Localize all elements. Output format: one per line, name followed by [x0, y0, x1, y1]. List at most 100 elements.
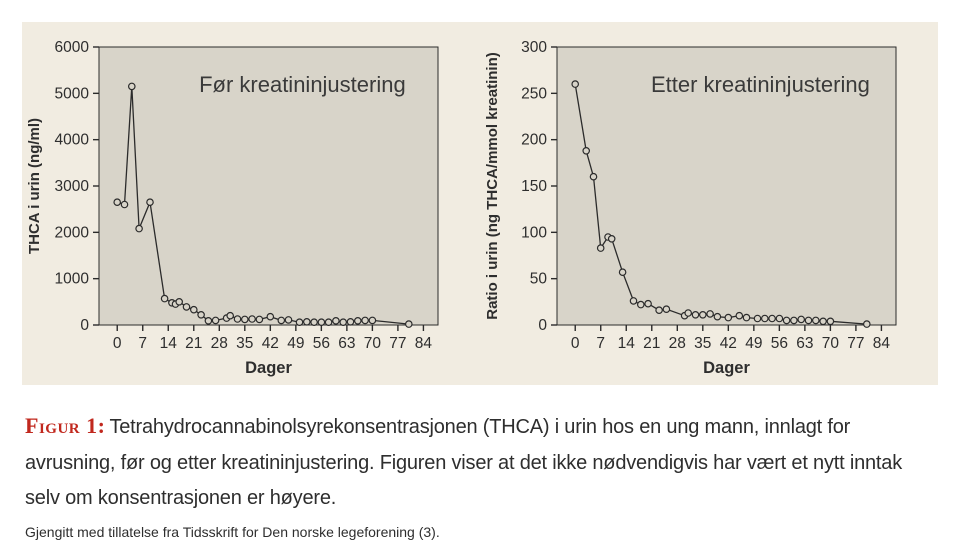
y-tick-label: 6000 — [55, 39, 90, 56]
charts-row: 0 1000 2000 3000 4000 5000 6000 0 7 14 21 28 35 42 49 5… — [22, 22, 938, 385]
x-tick-label: 49 — [745, 335, 762, 352]
data-point — [644, 299, 652, 308]
series-markers — [113, 82, 413, 328]
data-point — [317, 318, 326, 327]
data-point — [804, 316, 813, 325]
data-point — [146, 198, 154, 207]
data-point — [724, 313, 733, 322]
data-point — [629, 297, 638, 305]
data-point — [582, 147, 591, 155]
data-point — [735, 311, 744, 320]
caption-credit: Gjengitt med tillatelse fra Tidsskrift f… — [25, 523, 440, 540]
data-point — [346, 317, 355, 326]
data-point — [713, 312, 722, 321]
x-axis-label: Dager — [245, 359, 292, 377]
data-point — [706, 310, 714, 318]
data-point — [310, 318, 318, 327]
data-point — [404, 320, 413, 328]
y-tick-label: 100 — [521, 224, 547, 241]
data-point — [797, 315, 806, 324]
data-point — [128, 82, 136, 91]
y-tick-label: 250 — [521, 85, 547, 102]
y-tick-label: 300 — [521, 39, 547, 56]
plot-area — [98, 46, 439, 326]
x-tick-label: 63 — [796, 335, 813, 352]
x-tick-label: 77 — [847, 335, 864, 352]
data-point — [607, 235, 616, 243]
data-point — [775, 314, 784, 323]
data-point — [190, 305, 198, 314]
y-axis-label: Ratio i urin (ng THCA/mmol kreatinin) — [484, 52, 501, 320]
data-point — [782, 316, 791, 325]
data-point — [302, 317, 311, 326]
data-point — [135, 224, 143, 233]
x-tick-label: 70 — [822, 335, 840, 352]
y-tick-label: 3000 — [55, 178, 90, 195]
x-tick-label: 0 — [571, 335, 580, 352]
data-point — [684, 309, 693, 317]
x-tick-label: 7 — [138, 335, 147, 352]
data-point — [160, 294, 169, 303]
data-point — [204, 316, 213, 325]
x-tick-label: 56 — [771, 335, 788, 352]
data-point — [284, 316, 293, 324]
y-tick-label: 0 — [80, 317, 89, 334]
y-tick-label: 0 — [538, 317, 547, 334]
figure-caption: Figur 1: Tetrahydrocannabinolsyrekonsentr… — [25, 406, 938, 541]
x-tick-label: 14 — [618, 335, 636, 352]
x-tick-label: 56 — [313, 335, 330, 352]
y-axis: 0 50 100 150 200 250 300 — [521, 39, 557, 334]
data-point — [589, 172, 598, 181]
x-axis-label: Dager — [703, 359, 750, 377]
data-point — [120, 200, 129, 209]
x-axis: 0 7 14 21 28 35 42 49 56 63 70 77 84 — [113, 325, 432, 352]
x-tick-label: 77 — [389, 335, 406, 352]
x-tick-label: 0 — [113, 335, 122, 352]
data-point — [197, 310, 205, 319]
x-tick-label: 70 — [364, 335, 382, 352]
x-tick-label: 84 — [873, 335, 891, 352]
chart-before-adjustment: 0 1000 2000 3000 4000 5000 6000 0 7 14 21 28 35 42 49 5… — [22, 22, 480, 385]
data-point — [175, 297, 184, 306]
data-point — [226, 311, 235, 320]
x-tick-label: 21 — [643, 335, 660, 352]
data-point — [753, 314, 762, 323]
data-point — [742, 313, 751, 322]
y-tick-label: 4000 — [55, 132, 90, 149]
data-point — [295, 318, 304, 327]
x-tick-label: 28 — [211, 335, 228, 352]
data-point — [339, 318, 348, 327]
x-tick-label: 42 — [720, 335, 737, 352]
data-point — [596, 244, 605, 252]
data-point — [790, 316, 798, 325]
chart-title: Før kreatininjustering — [199, 72, 406, 97]
data-point — [768, 314, 776, 323]
x-axis: 0 7 14 21 28 35 42 49 56 63 70 77 84 — [571, 325, 891, 352]
data-point — [361, 316, 369, 325]
y-tick-label: 1000 — [55, 271, 90, 288]
chart-after-adjustment: 0 50 100 150 200 250 300 0 7 14 21 28 35 42 49 56 63 70 77… — [480, 22, 938, 385]
data-point — [353, 316, 362, 325]
caption-text: Tetrahydrocannabinolsyrekonsentrasjonen … — [25, 416, 902, 510]
data-point — [662, 305, 671, 314]
data-point — [571, 80, 580, 88]
data-point — [760, 314, 769, 323]
data-point — [113, 198, 122, 207]
caption-main: Figur 1: Tetrahydrocannabinolsyrekonsentr… — [25, 406, 938, 517]
data-point — [826, 317, 835, 326]
x-tick-label: 21 — [185, 335, 202, 352]
y-tick-label: 150 — [521, 178, 547, 195]
data-point — [182, 303, 191, 311]
data-point — [637, 300, 645, 309]
x-tick-label: 42 — [262, 335, 279, 352]
data-point — [241, 315, 249, 324]
plot-area — [556, 46, 897, 326]
y-tick-label: 50 — [530, 271, 548, 288]
data-point — [324, 318, 333, 327]
y-tick-label: 2000 — [55, 224, 90, 241]
data-point — [819, 317, 827, 326]
data-point — [211, 316, 220, 325]
data-point — [233, 315, 242, 323]
